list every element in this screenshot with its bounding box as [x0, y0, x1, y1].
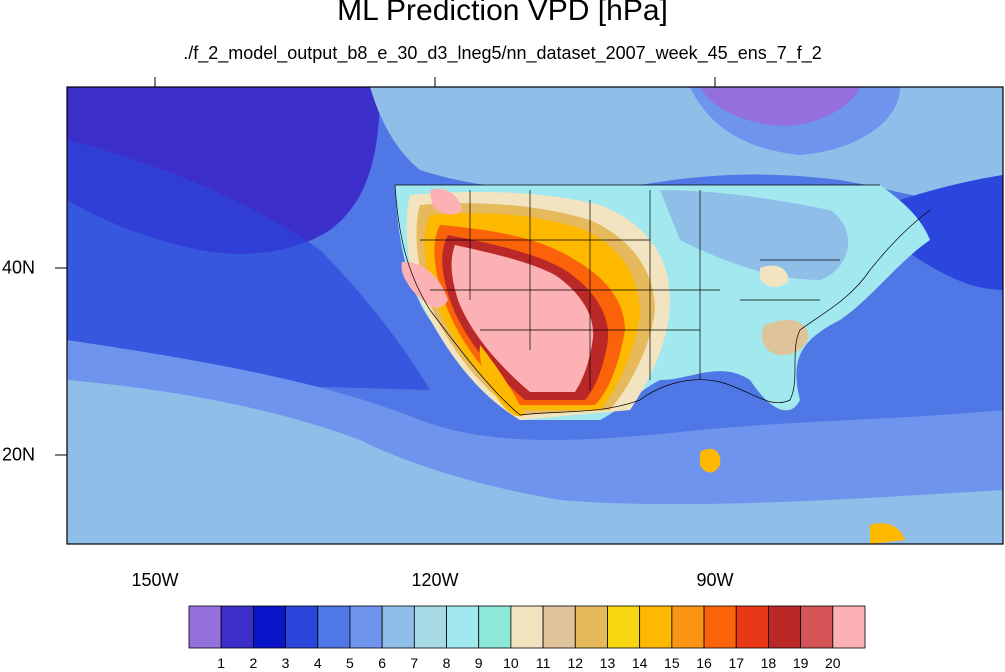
colorbar-swatch: [639, 605, 673, 649]
contour-field: [67, 87, 1003, 554]
baja-hot: [479, 345, 525, 417]
pacific-west-region: [67, 140, 430, 390]
oregon-hot: [430, 188, 462, 215]
colorbar-tick-label: 11: [535, 655, 551, 671]
california-coast-hot: [401, 261, 448, 308]
colorbar-swatch: [446, 605, 480, 649]
colorbar-tick-label: 7: [410, 655, 419, 671]
colorbar-swatch: [768, 605, 802, 649]
lat-label-40n: 40N: [2, 257, 36, 278]
map-title: ML Prediction VPD [hPa]: [337, 0, 668, 27]
graticule-ticks: [155, 544, 715, 554]
kentucky-tan: [760, 265, 789, 287]
colorbar-tick-label: 18: [760, 655, 777, 671]
map-frame: [66, 86, 1004, 545]
colorbar-swatch: [800, 605, 834, 649]
map-subtitle: ./f_2_model_output_b8_e_30_d3_lneg5/nn_d…: [183, 43, 822, 63]
colorbar-tick-label: 16: [696, 655, 712, 671]
colorbar-swatch: [349, 605, 383, 649]
lat-label-20n: 20N: [2, 444, 36, 465]
colorbar-swatch: [510, 605, 544, 649]
colorbar-swatch: [317, 605, 351, 649]
colorbar-swatch: [671, 605, 705, 649]
colorbar-swatch: [735, 605, 769, 649]
colorbar-tick-label: 2: [249, 655, 258, 671]
colorbar-tick-label: 15: [664, 655, 680, 671]
colorbar-swatch: [381, 605, 415, 649]
lon-label-120w: 120W: [411, 570, 459, 590]
colorbar-swatch: [607, 605, 641, 649]
colorbar-swatch: [574, 605, 608, 649]
axis-ticks: [55, 77, 716, 456]
colorbar-swatch: [220, 605, 254, 649]
colorbar-tick-label: 9: [474, 655, 483, 671]
colorbar-swatch: [188, 605, 222, 649]
colorbar-swatch: [252, 605, 286, 649]
colorbar: [188, 605, 866, 649]
colorbar-tick-label: 6: [378, 655, 387, 671]
colorbar-tick-label: 12: [567, 655, 584, 671]
lon-label-150w: 150W: [131, 570, 179, 590]
colorbar-tick-label: 8: [442, 655, 451, 671]
southwest-core: [451, 245, 594, 392]
colorbar-tick-label: 10: [503, 655, 519, 671]
north-atlantic-region: [890, 175, 1003, 290]
colorbar-swatch: [542, 605, 576, 649]
colorbar-tick-label: 14: [631, 655, 648, 671]
caribbean-patch: [870, 523, 905, 544]
hawaii-region: [67, 430, 300, 544]
colorbar-tick-label: 19: [792, 655, 809, 671]
tropical-band: [67, 380, 1003, 544]
colorbar-tick-label: 5: [346, 655, 354, 671]
colorbar-swatch: [413, 605, 447, 649]
arctic-patch: [700, 87, 860, 126]
colorbar-swatch: [832, 605, 866, 649]
colorbar-swatch: [703, 605, 737, 649]
colorbar-swatch: [478, 605, 512, 649]
boundaries: [394, 184, 931, 416]
yucatan-hot: [700, 448, 721, 473]
colorbar-tick-label: 20: [825, 655, 841, 671]
southeast-tan: [761, 320, 809, 356]
colorbar-swatch: [285, 605, 319, 649]
colorbar-tick-label: 3: [281, 655, 290, 671]
colorbar-tick-label: 1: [217, 655, 226, 671]
great-lakes-region: [660, 190, 849, 280]
colorbar-tick-label: 4: [313, 655, 322, 671]
lon-label-90w: 90W: [696, 570, 734, 590]
colorbar-tick-label: 17: [728, 655, 745, 671]
colorbar-tick-label: 13: [599, 655, 616, 671]
